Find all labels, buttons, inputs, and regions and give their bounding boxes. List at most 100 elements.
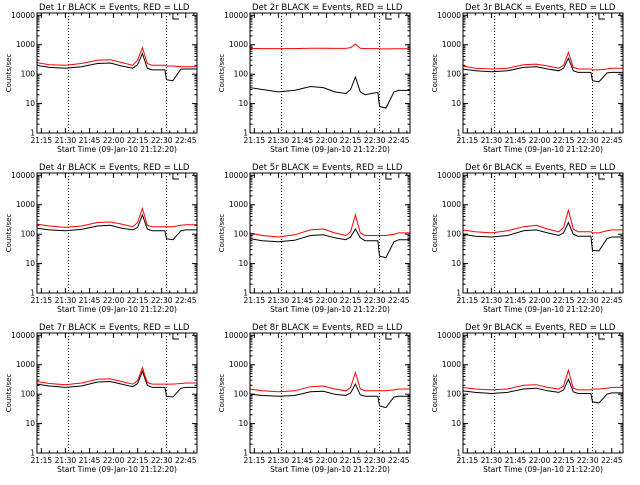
x-axis-label: Start Time (09-Jan-10 21:12:20) bbox=[270, 465, 390, 474]
y-tick-label: 1 bbox=[456, 449, 461, 458]
x-tick-label: 21:30 bbox=[55, 136, 77, 145]
plot-frame bbox=[36, 332, 198, 454]
panel-title: Det 1r BLACK = Events, RED = LLD bbox=[39, 3, 190, 13]
panel-title: Det 3r BLACK = Events, RED = LLD bbox=[465, 3, 616, 13]
top-marker bbox=[385, 333, 392, 340]
x-tick-label: 22:30 bbox=[577, 136, 599, 145]
series-line-events bbox=[463, 221, 623, 252]
y-axis-label: Counts/sec bbox=[218, 54, 226, 93]
x-tick-label: 22:45 bbox=[175, 456, 197, 465]
x-tick-label: 22:45 bbox=[388, 136, 410, 145]
plot-frame bbox=[36, 12, 198, 134]
x-tick-label: 21:15 bbox=[244, 296, 266, 305]
x-tick-label: 21:30 bbox=[55, 456, 77, 465]
x-tick-label: 22:15 bbox=[340, 136, 362, 145]
y-tick-label: 10 bbox=[451, 259, 461, 268]
series-line-lld bbox=[37, 206, 197, 228]
y-tick-label: 100 bbox=[234, 390, 249, 399]
x-tick-label: 22:45 bbox=[388, 456, 410, 465]
y-tick-label: 1 bbox=[30, 449, 35, 458]
x-tick-label: 21:45 bbox=[292, 456, 314, 465]
x-tick-label: 22:00 bbox=[529, 136, 551, 145]
y-tick-label: 100 bbox=[21, 70, 36, 79]
series-line-events bbox=[250, 228, 410, 259]
top-marker bbox=[172, 13, 179, 20]
x-axis-label: Start Time (09-Jan-10 21:12:20) bbox=[483, 305, 603, 314]
y-tick-label: 10000 bbox=[224, 11, 248, 20]
y-tick-label: 10 bbox=[238, 259, 248, 268]
x-axis-label: Start Time (09-Jan-10 21:12:20) bbox=[270, 145, 390, 154]
x-tick-label: 21:30 bbox=[55, 296, 77, 305]
x-tick-label: 21:15 bbox=[244, 456, 266, 465]
y-tick-label: 10000 bbox=[437, 11, 461, 20]
y-tick-label: 10000 bbox=[11, 331, 35, 340]
y-tick-label: 100 bbox=[21, 230, 36, 239]
series-line-lld bbox=[463, 368, 623, 391]
y-tick-label: 100 bbox=[447, 70, 462, 79]
top-marker bbox=[598, 13, 605, 20]
y-tick-label: 1 bbox=[30, 129, 35, 138]
x-tick-label: 22:30 bbox=[577, 296, 599, 305]
x-axis-label: Start Time (09-Jan-10 21:12:20) bbox=[57, 465, 177, 474]
x-axis-label: Start Time (09-Jan-10 21:12:20) bbox=[483, 145, 603, 154]
y-tick-label: 1000 bbox=[442, 360, 461, 369]
x-tick-label: 21:15 bbox=[31, 136, 53, 145]
x-tick-label: 22:15 bbox=[553, 456, 575, 465]
x-axis-label: Start Time (09-Jan-10 21:12:20) bbox=[270, 305, 390, 314]
x-tick-label: 21:15 bbox=[457, 456, 479, 465]
x-tick-label: 22:30 bbox=[364, 296, 386, 305]
x-tick-label: 22:30 bbox=[364, 136, 386, 145]
x-tick-label: 21:15 bbox=[457, 296, 479, 305]
y-axis-label: Counts/sec bbox=[218, 214, 226, 253]
y-tick-label: 1000 bbox=[229, 360, 248, 369]
x-tick-label: 21:15 bbox=[31, 296, 53, 305]
x-tick-label: 21:45 bbox=[79, 136, 101, 145]
y-tick-label: 1 bbox=[243, 449, 248, 458]
y-tick-label: 100 bbox=[447, 390, 462, 399]
x-tick-label: 21:45 bbox=[505, 456, 527, 465]
x-tick-label: 22:30 bbox=[151, 456, 173, 465]
top-marker bbox=[172, 173, 179, 180]
series-line-lld bbox=[250, 213, 410, 238]
y-tick-label: 1000 bbox=[442, 200, 461, 209]
plot-frame bbox=[462, 332, 624, 454]
panel-title: Det 9r BLACK = Events, RED = LLD bbox=[465, 323, 616, 333]
plot-frame bbox=[462, 12, 624, 134]
y-axis-label: Counts/sec bbox=[431, 374, 439, 413]
x-tick-label: 22:30 bbox=[364, 456, 386, 465]
x-tick-label: 22:45 bbox=[175, 136, 197, 145]
x-tick-label: 22:45 bbox=[175, 296, 197, 305]
top-marker bbox=[385, 13, 392, 20]
series-line-lld bbox=[463, 208, 623, 234]
series-line-lld bbox=[250, 370, 410, 393]
plot-frame bbox=[462, 172, 624, 294]
series-line-events bbox=[37, 213, 197, 241]
x-tick-label: 22:15 bbox=[340, 296, 362, 305]
panel-title: Det 2r BLACK = Events, RED = LLD bbox=[252, 3, 403, 13]
y-tick-label: 10 bbox=[25, 99, 35, 108]
y-tick-label: 1000 bbox=[16, 40, 35, 49]
y-tick-label: 10000 bbox=[437, 331, 461, 340]
top-marker bbox=[385, 173, 392, 180]
x-tick-label: 22:30 bbox=[577, 456, 599, 465]
x-tick-label: 21:15 bbox=[31, 456, 53, 465]
panel-title: Det 5r BLACK = Events, RED = LLD bbox=[252, 163, 403, 173]
y-tick-label: 1 bbox=[456, 129, 461, 138]
y-tick-label: 10 bbox=[451, 99, 461, 108]
series-line-events bbox=[250, 75, 410, 109]
y-tick-label: 10 bbox=[238, 419, 248, 428]
y-tick-label: 100 bbox=[447, 230, 462, 239]
x-tick-label: 21:45 bbox=[505, 296, 527, 305]
x-axis-label: Start Time (09-Jan-10 21:12:20) bbox=[483, 465, 603, 474]
x-tick-label: 22:00 bbox=[529, 296, 551, 305]
panel-9: Det 9r BLACK = Events, RED = LLD 21:15 21:… bbox=[431, 323, 624, 474]
y-tick-label: 100 bbox=[234, 70, 249, 79]
y-tick-label: 1000 bbox=[16, 200, 35, 209]
x-tick-label: 22:45 bbox=[601, 456, 623, 465]
plot-frame bbox=[36, 172, 198, 294]
